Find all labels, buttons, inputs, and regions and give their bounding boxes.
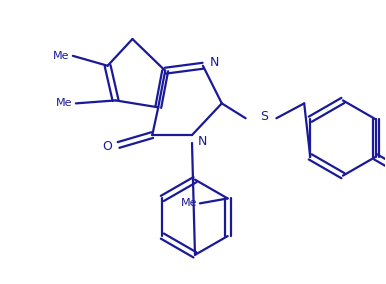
Text: Me: Me [52,51,69,61]
Text: N: N [210,56,219,69]
Text: S: S [261,110,269,123]
Text: Me: Me [55,98,72,108]
Text: Me: Me [180,199,197,208]
Text: O: O [103,141,113,153]
Text: N: N [198,135,207,147]
